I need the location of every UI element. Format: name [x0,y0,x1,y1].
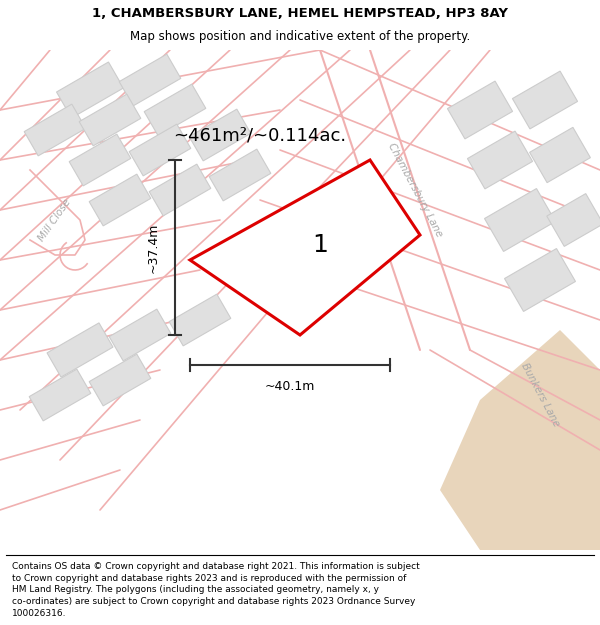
Text: 1, CHAMBERSBURY LANE, HEMEL HEMPSTEAD, HP3 8AY: 1, CHAMBERSBURY LANE, HEMEL HEMPSTEAD, H… [92,7,508,19]
Polygon shape [144,84,206,136]
Polygon shape [547,194,600,246]
Polygon shape [149,164,211,216]
Polygon shape [24,104,86,156]
Polygon shape [109,309,171,361]
Text: Chambersbury Lane: Chambersbury Lane [386,141,444,239]
Polygon shape [89,354,151,406]
Text: 1: 1 [312,233,328,257]
Polygon shape [190,160,420,335]
Polygon shape [505,249,575,311]
Text: Mill Close: Mill Close [37,197,73,243]
Polygon shape [29,369,91,421]
Text: co-ordinates) are subject to Crown copyright and database rights 2023 Ordnance S: co-ordinates) are subject to Crown copyr… [12,598,415,606]
Text: Contains OS data © Crown copyright and database right 2021. This information is : Contains OS data © Crown copyright and d… [12,562,420,571]
Polygon shape [129,124,191,176]
Polygon shape [530,127,590,182]
Polygon shape [79,94,141,146]
Text: to Crown copyright and database rights 2023 and is reproduced with the permissio: to Crown copyright and database rights 2… [12,574,406,582]
Polygon shape [89,174,151,226]
Text: ~37.4m: ~37.4m [146,222,160,272]
Polygon shape [169,294,231,346]
Text: ~461m²/~0.114ac.: ~461m²/~0.114ac. [173,126,347,144]
Polygon shape [47,323,113,377]
Text: Map shows position and indicative extent of the property.: Map shows position and indicative extent… [130,30,470,43]
Polygon shape [56,62,124,118]
Polygon shape [485,189,556,251]
Text: HM Land Registry. The polygons (including the associated geometry, namely x, y: HM Land Registry. The polygons (includin… [12,586,379,594]
Polygon shape [512,71,578,129]
Text: ~40.1m: ~40.1m [265,381,315,394]
Polygon shape [440,330,600,550]
Text: 100026316.: 100026316. [12,609,67,618]
Text: Bunkers Lane: Bunkers Lane [519,361,561,429]
Polygon shape [119,54,181,106]
Polygon shape [467,131,533,189]
Polygon shape [69,134,131,186]
Polygon shape [448,81,512,139]
Polygon shape [189,109,251,161]
Polygon shape [209,149,271,201]
